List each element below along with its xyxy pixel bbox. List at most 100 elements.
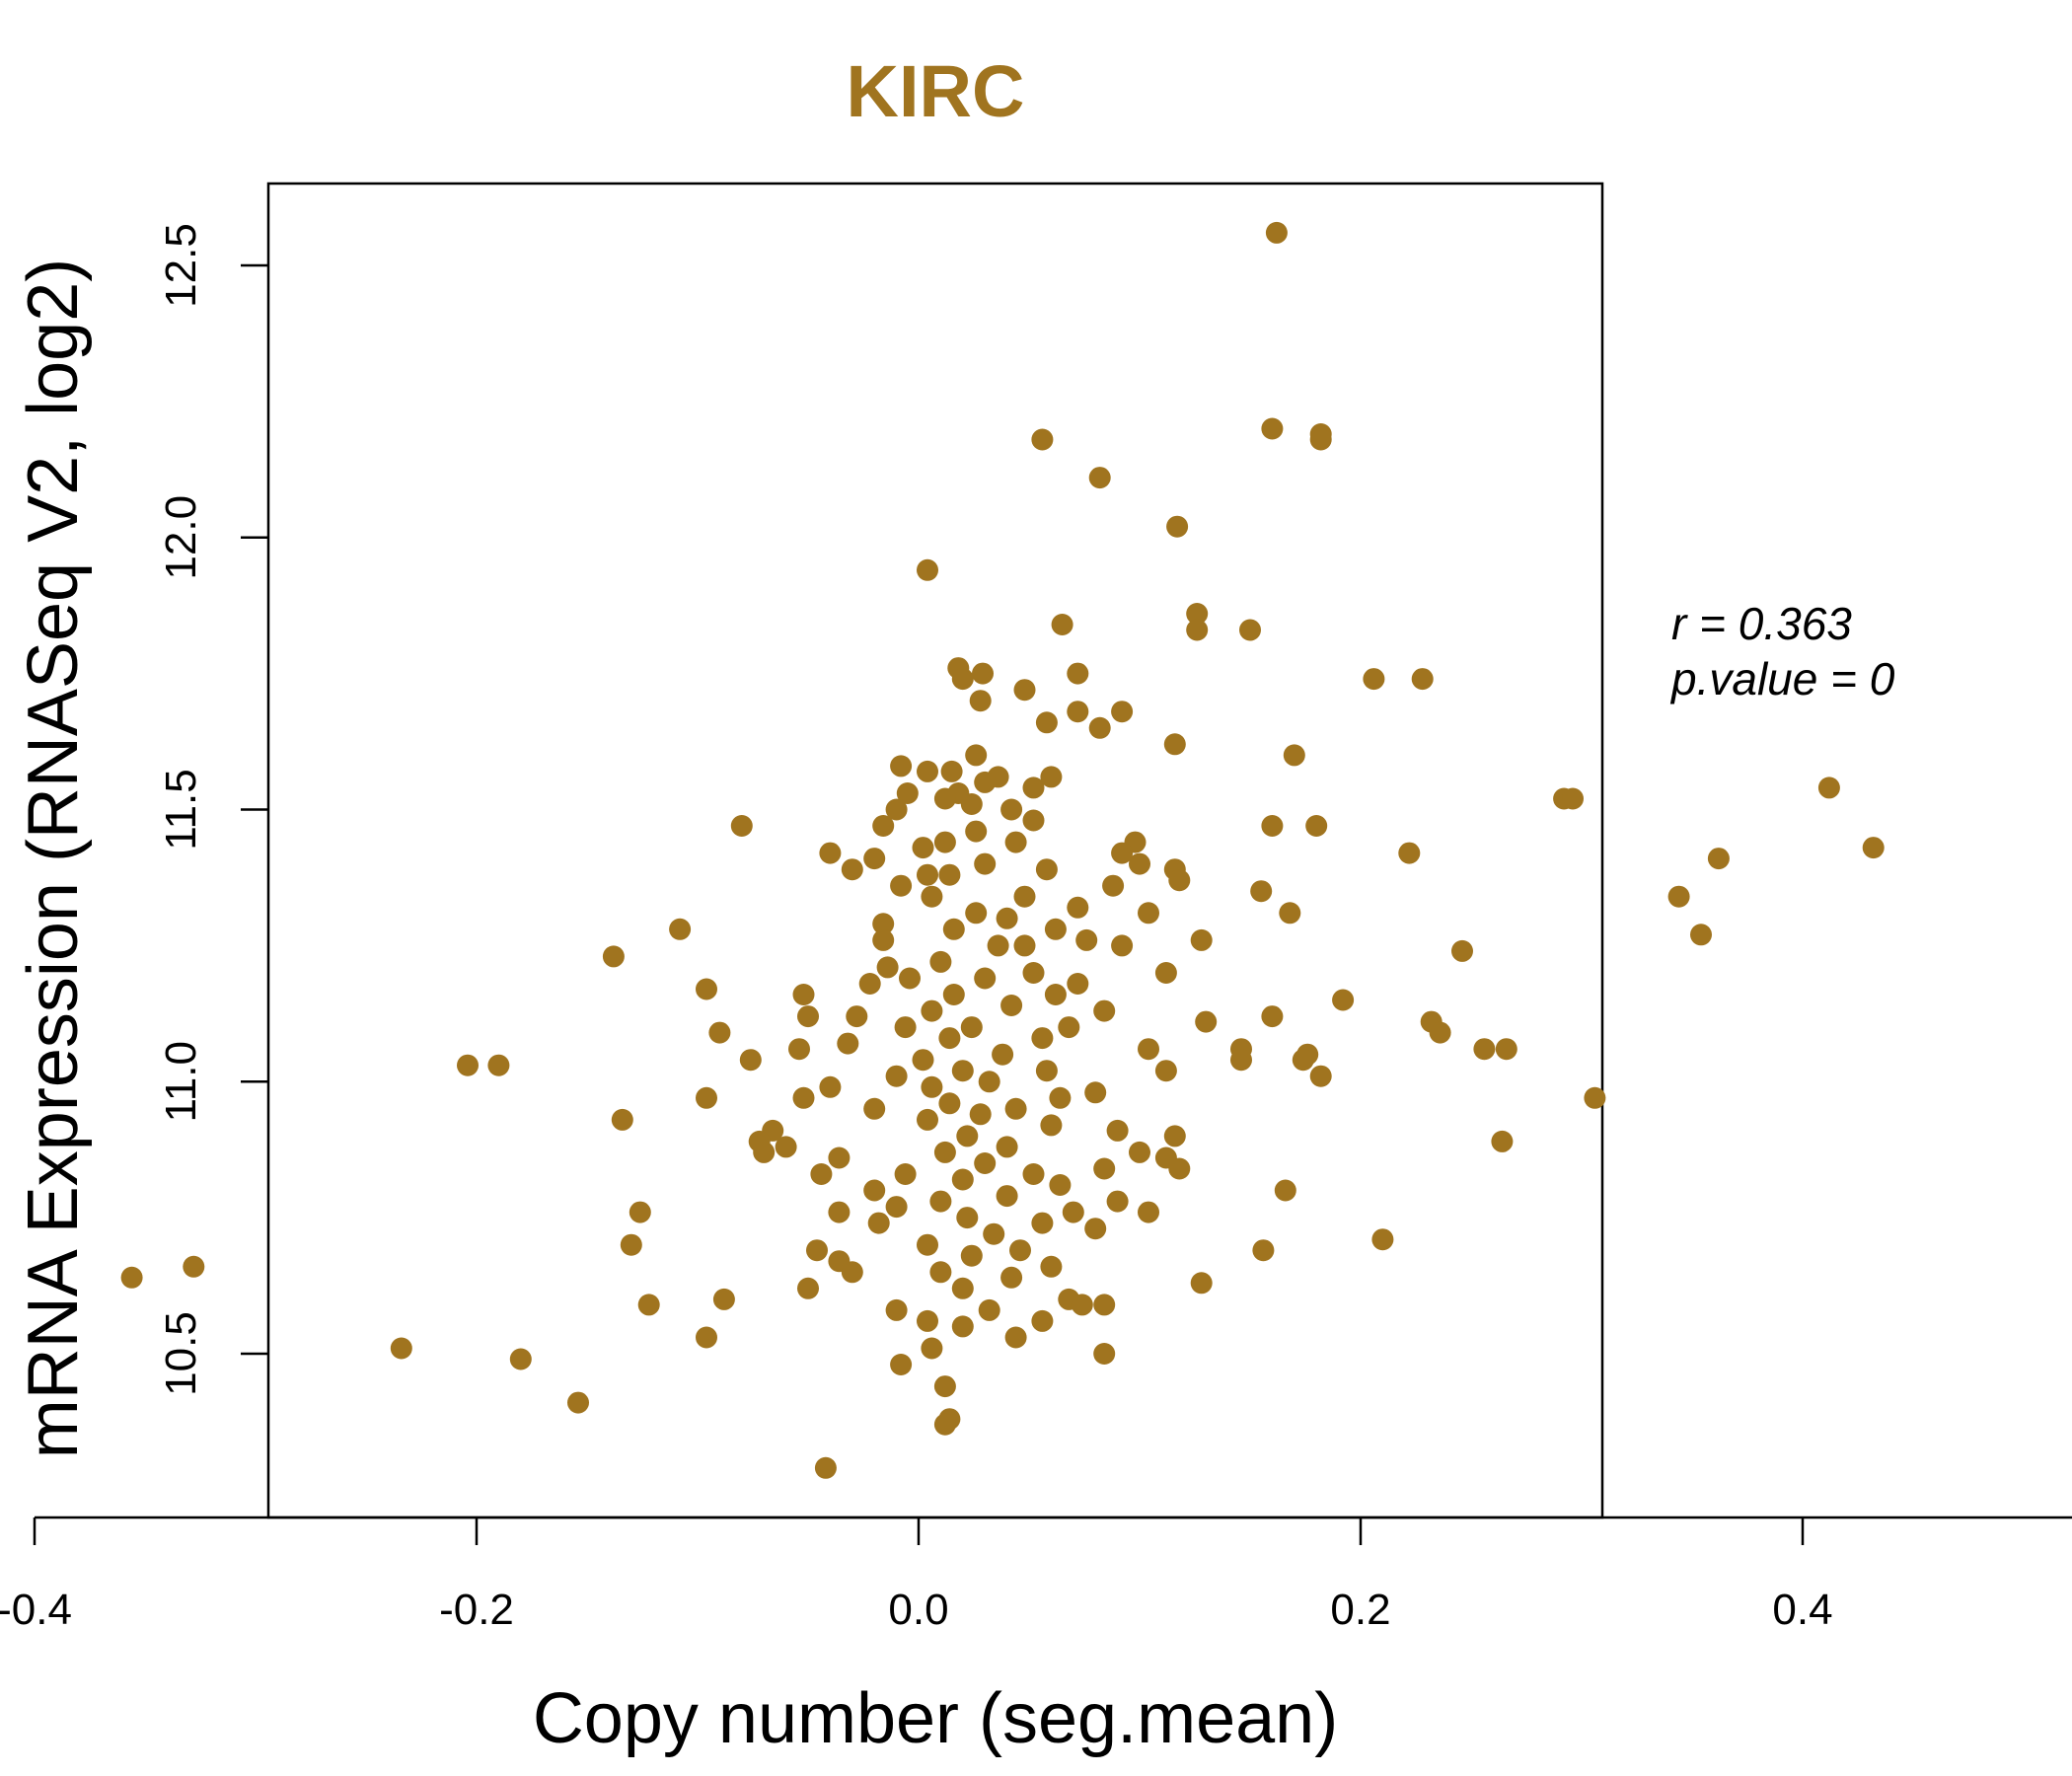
data-point [1067,973,1089,995]
data-point [814,1456,837,1479]
data-point [872,815,895,837]
data-point [1022,1163,1045,1185]
data-point [929,1261,952,1284]
y-tick-label: 10.5 [157,1311,205,1396]
data-point [1261,417,1284,440]
data-point [921,999,943,1022]
data-point [890,755,913,777]
data-point [956,1207,979,1229]
data-point [1067,896,1089,919]
data-point [1088,467,1111,489]
data-point [929,950,952,973]
data-point [917,760,938,782]
data-point [1009,1239,1031,1262]
data-point [1195,1010,1218,1033]
data-point [885,1298,908,1321]
data-point [917,1309,938,1332]
x-axis: -0.4-0.20.00.20.40.6 [0,1516,2072,1634]
data-point [917,558,938,581]
data-point [894,1163,917,1185]
data-point [1230,1049,1252,1072]
data-point [921,885,943,908]
data-point [1093,999,1116,1022]
chart-title: KIRC [847,50,1025,132]
data-point [894,1016,917,1039]
data-point [1058,1016,1080,1039]
y-axis: 10.5 11.0 11.5 12.0 12.5 [157,223,268,1396]
data-point [885,1196,908,1219]
data-point [1154,1060,1177,1082]
data-point [1051,614,1073,635]
data-point [1031,1309,1054,1332]
data-point [978,1298,1000,1321]
data-point [1817,777,1840,799]
data-point [696,978,717,1000]
data-point [1252,1239,1275,1262]
data-point [1305,815,1328,837]
data-point [1040,1255,1063,1278]
x-tick-label: 0.4 [1772,1586,1832,1634]
data-point [1309,1065,1332,1087]
data-point [863,848,886,870]
data-point [1111,934,1134,957]
data-point [837,1032,859,1055]
data-point [841,858,863,881]
data-point [912,837,934,859]
data-point [974,852,997,875]
data-point [1239,619,1261,641]
data-point [1062,1201,1084,1223]
data-point [1035,858,1058,881]
data-point [938,863,961,886]
data-point [1040,1114,1063,1137]
data-point [806,1239,828,1262]
data-point [1154,962,1177,984]
data-point [1000,798,1023,821]
data-point [1022,962,1045,984]
data-point [1473,1038,1496,1061]
data-point [858,973,881,995]
data-point [933,1413,956,1436]
data-point [1163,733,1186,756]
data-point [120,1266,143,1289]
data-point [696,1326,717,1349]
data-point [921,1337,943,1360]
data-point [956,1125,979,1147]
data-point [867,1212,890,1234]
data-point [730,815,753,837]
x-axis-title: Copy number (seg.mean) [533,1679,1338,1758]
data-point [890,1354,913,1375]
data-point [1004,1326,1027,1349]
data-point [872,913,895,935]
data-point [1429,1021,1451,1044]
data-point [863,1179,886,1202]
data-point [792,1086,815,1109]
data-point [797,1277,819,1299]
data-point [1138,1038,1159,1061]
data-point [1049,1174,1072,1196]
x-tick-label: 0.2 [1330,1586,1390,1634]
data-point [929,1190,952,1213]
data-point [1690,924,1712,946]
data-point [974,771,997,793]
data-point [1031,1212,1054,1234]
data-point [1106,1190,1129,1213]
data-point [960,793,983,815]
data-point [1168,869,1191,892]
data-point [1111,701,1134,723]
data-point [917,863,938,886]
data-point [828,1147,851,1169]
data-point [390,1337,412,1360]
data-point [1106,1119,1129,1142]
data-point [885,1065,908,1087]
data-point [1000,1266,1023,1289]
data-point [602,945,625,968]
data-point [1075,928,1098,951]
data-point [567,1391,589,1414]
points-layer [120,221,1885,1479]
data-point [996,1136,1018,1158]
data-point [1031,428,1054,451]
data-point [1371,1228,1394,1251]
data-point [1279,902,1301,925]
data-point [1332,989,1355,1011]
data-point [1093,1294,1116,1316]
